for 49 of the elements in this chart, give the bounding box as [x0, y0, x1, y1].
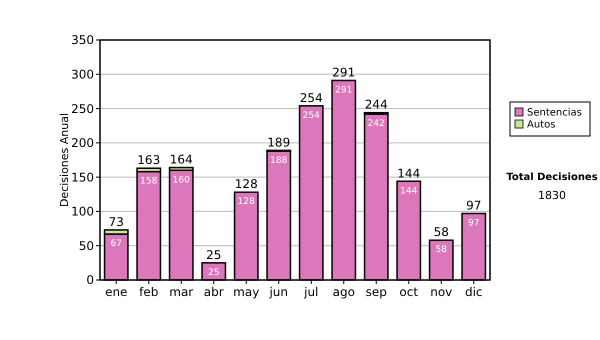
data-label: 144 [400, 186, 418, 196]
data-label: 254 [302, 110, 320, 121]
data-label: 25 [208, 268, 220, 278]
total-label: 128 [234, 177, 258, 192]
x-tick-label: sep [366, 285, 387, 299]
total-label: 73 [108, 214, 124, 229]
data-label: 188 [270, 156, 288, 166]
total-label: 164 [170, 152, 193, 167]
y-tick-label: 200 [71, 136, 94, 150]
y-tick-label: 250 [71, 102, 94, 116]
text: 1830 [538, 189, 566, 202]
total-label: 97 [466, 198, 482, 212]
data-label: 242 [368, 119, 385, 130]
total-label: 25 [206, 248, 222, 262]
total-label: 189 [267, 135, 290, 150]
y-tick-label: 150 [71, 170, 94, 184]
y-tick-label: 50 [78, 238, 94, 253]
x-tick-label: abr [204, 285, 224, 299]
data-label: 291 [335, 85, 352, 96]
total-label: 244 [364, 98, 388, 112]
x-tick-label: oct [399, 285, 418, 299]
legend-label: Sentencias [527, 108, 582, 118]
legend-label: Autos [527, 120, 556, 130]
x-tick-label: feb [139, 285, 158, 299]
x-tick-label: nov [430, 285, 452, 299]
y-axis-title: Decisiones Anual [58, 112, 71, 208]
data-label: 128 [238, 197, 256, 208]
total-label: 254 [300, 90, 323, 105]
total-label: 291 [332, 65, 356, 80]
y-tick-label: 0 [86, 273, 94, 288]
x-tick-label: may [233, 285, 260, 299]
total-label: 58 [434, 225, 449, 240]
x-tick-label: ene [105, 285, 128, 299]
y-tick-label: 100 [71, 204, 94, 219]
text: Total Decisiones [506, 172, 598, 183]
total-label: 163 [137, 153, 160, 168]
y-tick-label: 300 [71, 67, 94, 82]
y-tick-label: 350 [71, 33, 94, 48]
x-tick-label: jul [303, 285, 318, 299]
x-tick-label: mar [169, 285, 194, 299]
total-label: 144 [397, 166, 420, 180]
x-tick-label: jun [268, 285, 288, 299]
data-label: 97 [468, 218, 480, 228]
data-label: 160 [172, 175, 190, 186]
data-label: 58 [436, 245, 448, 256]
x-tick-label: ago [332, 285, 355, 299]
data-label: 67 [110, 239, 122, 250]
x-tick-label: dic [464, 285, 483, 299]
data-label: 158 [140, 176, 158, 187]
